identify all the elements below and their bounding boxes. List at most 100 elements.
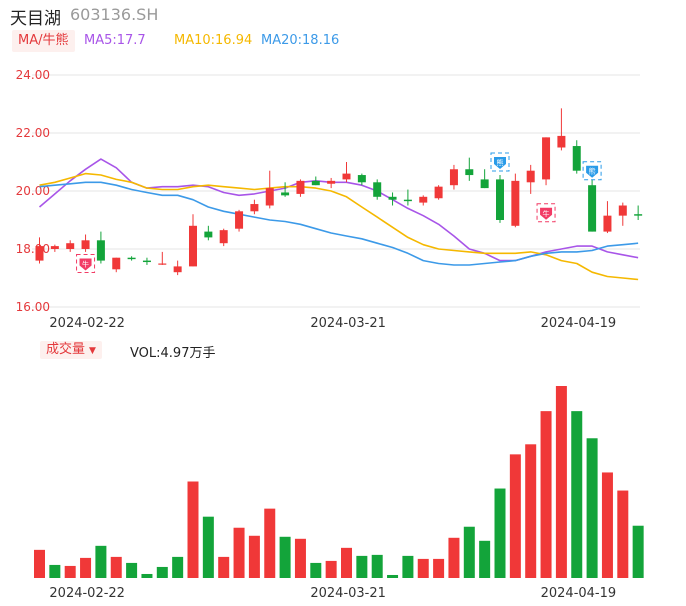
candle (142, 257, 151, 265)
candle (357, 173, 366, 186)
ma-toggle-button[interactable]: MA/牛熊 (12, 30, 75, 52)
signal-shield (494, 157, 506, 169)
candle (158, 251, 167, 265)
candle (173, 260, 182, 276)
y-tick-label: 16.00 (16, 300, 50, 314)
candle (219, 228, 228, 247)
x-tick-label: 2024-03-21 (310, 586, 386, 601)
volume-indicator-button[interactable]: 成交量 ▼ (40, 341, 102, 359)
volume-bar (156, 566, 168, 578)
volume-bar (371, 554, 383, 578)
candle (572, 140, 581, 174)
candle-body (204, 231, 213, 238)
candle-body (250, 204, 259, 212)
candle (235, 209, 244, 232)
bear-signal-icon: 熊 (582, 161, 602, 181)
volume-bar (540, 411, 552, 578)
candle (204, 225, 213, 241)
candle-body (311, 180, 320, 186)
candle (327, 177, 336, 189)
ma10-line (39, 172, 639, 281)
x-tick-label: 2024-02-22 (49, 316, 125, 331)
candle (296, 179, 305, 197)
candle-body (296, 180, 305, 194)
candle (588, 179, 597, 232)
y-tick-label: 22.00 (16, 126, 50, 140)
y-tick-label: 24.00 (16, 68, 50, 82)
volume-bar (617, 490, 629, 578)
candle-body (189, 225, 197, 267)
volume-bar (463, 526, 475, 578)
volume-bar (110, 556, 122, 578)
candle-body (357, 175, 366, 183)
ma20-legend: MA20:18.16 (261, 33, 340, 48)
volume-bar (601, 472, 613, 578)
volume-bar (448, 537, 460, 578)
candle-body (588, 185, 597, 232)
candle (465, 157, 474, 181)
volume-bar (586, 438, 598, 578)
signal-glyph: 牛 (82, 260, 89, 269)
ma5-legend: MA5:17.7 (84, 33, 146, 48)
candle-body (342, 173, 351, 180)
stock-name: 天目湖 (10, 9, 61, 29)
candle-body (81, 240, 90, 249)
volume-bar (172, 556, 184, 578)
signal-shield (79, 258, 92, 271)
signal-glyph: 牛 (543, 209, 550, 218)
candle-body (634, 214, 643, 216)
x-tick-label: 2024-03-21 (310, 316, 386, 331)
candle (250, 199, 259, 215)
volume-bar (95, 545, 107, 578)
candle-body (526, 170, 535, 183)
candle (480, 169, 489, 189)
candle-body (388, 196, 397, 200)
signal-frame (582, 161, 602, 181)
candle (81, 234, 90, 252)
volume-bar (218, 556, 230, 578)
stock-code: 603136.SH (70, 5, 159, 24)
candle (66, 240, 75, 252)
candle (311, 176, 320, 186)
candle-body (373, 182, 382, 197)
volume-bar (387, 574, 399, 578)
candle (511, 173, 520, 228)
candle (373, 179, 382, 200)
x-tick-label: 2024-02-22 (49, 586, 125, 601)
volume-bar (279, 536, 291, 578)
ma10-legend: MA10:16.94 (174, 33, 253, 48)
candle-body (542, 137, 551, 180)
candle-body (465, 169, 474, 176)
candle (542, 137, 551, 186)
signal-shield (586, 165, 599, 178)
volume-bar (555, 386, 567, 578)
volume-bar (356, 555, 368, 578)
ma20-line (39, 181, 639, 266)
candle-body (403, 199, 412, 202)
candle-body (50, 246, 59, 249)
candle (342, 162, 351, 183)
bull-signal-icon: 牛 (536, 203, 556, 223)
candle-body (35, 246, 44, 261)
volume-value: VOL:4.97万手 (130, 346, 216, 361)
candle (419, 195, 428, 206)
candle (127, 256, 136, 261)
signal-glyph: 熊 (497, 158, 504, 167)
volume-bar (264, 508, 276, 578)
candle-body (219, 230, 228, 244)
candle-body (557, 135, 566, 148)
candle-body (158, 263, 167, 265)
volume-bar (248, 535, 260, 578)
price-chart[interactable]: 24.00 22.00 20.00 18.00 16.00 牛 熊牛 熊 2024-02-22 2… (0, 0, 686, 335)
candle (96, 231, 105, 264)
volume-bar (49, 564, 61, 578)
candle (112, 257, 121, 273)
volume-bar (417, 558, 429, 578)
candle (634, 205, 643, 220)
volume-bar (341, 547, 352, 578)
volume-bar (433, 558, 445, 578)
candle (434, 185, 443, 200)
candle-body (434, 186, 443, 199)
dropdown-arrow-icon: ▼ (89, 346, 96, 356)
x-tick-label: 2024-04-19 (541, 316, 617, 331)
